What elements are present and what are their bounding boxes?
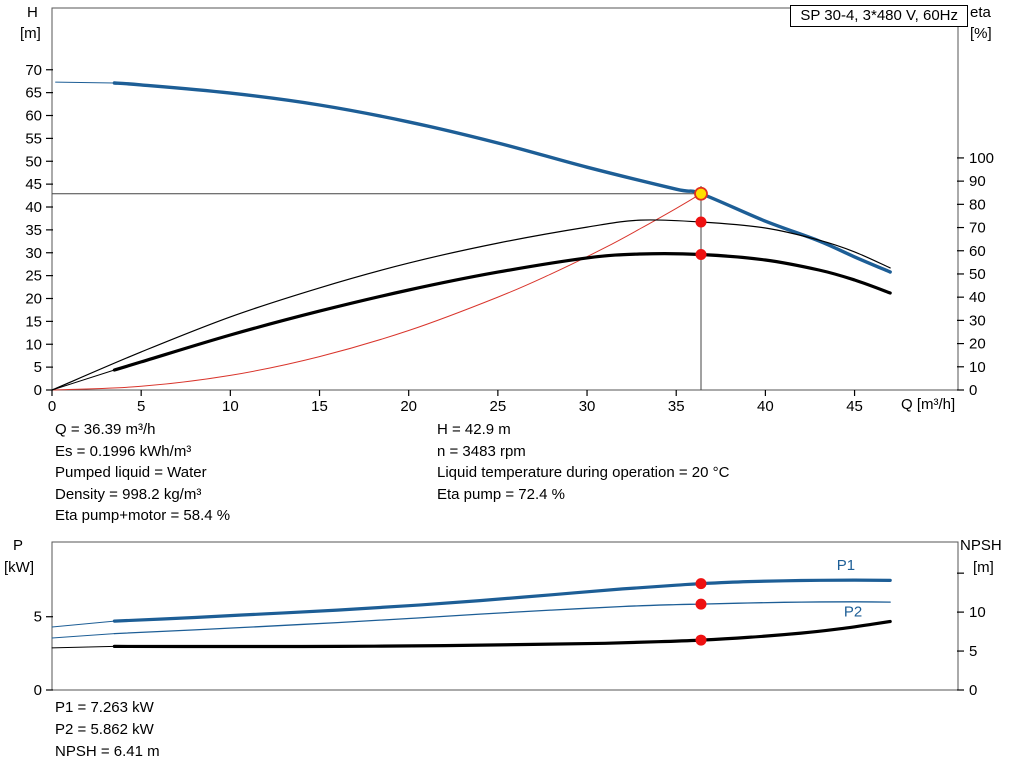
p1-lead [51,620,115,628]
svg-text:15: 15 [25,313,42,330]
svg-text:0: 0 [969,682,977,699]
anno-p2: P2 = 5.862 kW [55,721,154,738]
svg-text:40: 40 [25,199,42,216]
eta-pump-motor-dot [695,248,707,260]
svg-text:5: 5 [34,609,42,626]
npsh-curve [112,619,892,649]
power-npsh-data-column: P1 = 7.263 kW P2 = 5.862 kW NPSH = 6.41 … [55,697,160,763]
anno-temperature: Liquid temperature during operation = 20… [437,464,730,481]
eta-axis-label: eta [970,4,991,21]
anno-eta-pump: Eta pump = 72.4 % [437,485,565,503]
npsh-axis-label: NPSH [960,537,1002,554]
operating-data-right-column: H = 42.9 m n = 3483 rpm Liquid temperatu… [437,419,729,505]
svg-text:20: 20 [969,336,986,353]
svg-text:30: 30 [579,398,596,415]
anno-liquid: Pumped liquid = Water [55,464,207,481]
svg-text:60: 60 [969,243,986,260]
p1-curve [112,578,892,623]
p2-curve [113,601,891,635]
svg-text:5: 5 [34,359,42,376]
anno-head: H = 42.9 m [437,421,511,438]
svg-text:50: 50 [969,266,986,283]
svg-text:35: 35 [668,398,685,415]
eta-pump-curve [51,219,891,391]
svg-text:0: 0 [34,682,42,699]
anno-speed: n = 3483 rpm [437,442,526,460]
svg-text:65: 65 [25,85,42,102]
duty-point [694,186,708,201]
h-curve-lead [55,81,115,84]
svg-text:25: 25 [490,398,507,415]
svg-text:70: 70 [969,220,986,237]
anno-energy: Es = 0.1996 kWh/m³ [55,442,192,460]
svg-text:60: 60 [25,108,42,125]
h-axis-unit-label: [m] [20,25,41,42]
svg-text:0: 0 [48,398,56,415]
operating-data-left-column: Q = 36.39 m³/h Es = 0.1996 kWh/m³ Pumped… [55,419,230,527]
svg-text:10: 10 [969,359,986,376]
pump-title-box: SP 30-4, 3*480 V, 60Hz [790,5,968,27]
svg-text:35: 35 [25,222,42,239]
svg-text:80: 80 [969,196,986,213]
svg-text:5: 5 [969,643,977,660]
q-axis-label: Q [m³/h] [901,396,956,413]
anno-p1: P1 = 7.263 kW [55,699,154,716]
svg-text:40: 40 [757,398,774,415]
p2-label: P2 [844,604,862,621]
anno-density: Density = 998.2 kg/m³ [55,485,202,503]
svg-text:30: 30 [25,245,42,262]
svg-text:45: 45 [25,176,42,193]
svg-text:40: 40 [969,289,986,306]
svg-text:10: 10 [969,604,986,621]
p2-dot [695,598,707,610]
svg-text:0: 0 [969,382,977,399]
npsh-lead [51,645,115,649]
svg-text:0: 0 [34,382,42,399]
anno-flow: Q = 36.39 m³/h [55,421,156,438]
p1-label: P1 [837,557,855,574]
p-axis-label: P [13,537,24,554]
svg-text:15: 15 [311,398,328,415]
svg-text:5: 5 [137,398,145,415]
svg-text:10: 10 [25,336,42,353]
axis-ticks: 0 5 0 5 10 [34,572,986,699]
plot-frame [51,7,959,391]
eta-pump-motor-curve [112,252,892,372]
npsh-dot [695,634,707,646]
svg-text:70: 70 [25,62,42,79]
eta-pump-dot [695,216,707,228]
head-eta-chart: 0510152025303540455055606570010203040506… [25,7,994,415]
p-axis-unit-label: [kW] [4,559,34,576]
svg-text:50: 50 [25,153,42,170]
eta-axis-unit-label: [%] [970,25,992,42]
svg-text:20: 20 [25,291,42,308]
svg-text:45: 45 [846,398,863,415]
svg-text:30: 30 [969,312,986,329]
anno-eta-pump-motor: Eta pump+motor = 58.4 % [55,507,231,524]
svg-text:25: 25 [25,268,42,285]
npsh-axis-unit-label: [m] [973,559,994,576]
plot-frame [51,541,959,691]
h-axis-label: H [27,4,38,21]
svg-text:100: 100 [969,150,994,167]
anno-npsh: NPSH = 6.41 m [55,743,160,760]
p1-dot [695,578,707,590]
svg-text:90: 90 [969,173,986,190]
svg-text:55: 55 [25,130,42,147]
svg-text:20: 20 [400,398,417,415]
axis-ticks: 0510152025303540455055606570010203040506… [25,62,994,415]
eta-pump-motor-lead [51,369,115,391]
svg-text:10: 10 [222,398,239,415]
h-curve [112,81,892,274]
p2-lead [51,633,115,639]
power-npsh-chart: 0 5 0 5 10 P1 P2 [34,541,986,699]
system-curve [51,193,702,391]
